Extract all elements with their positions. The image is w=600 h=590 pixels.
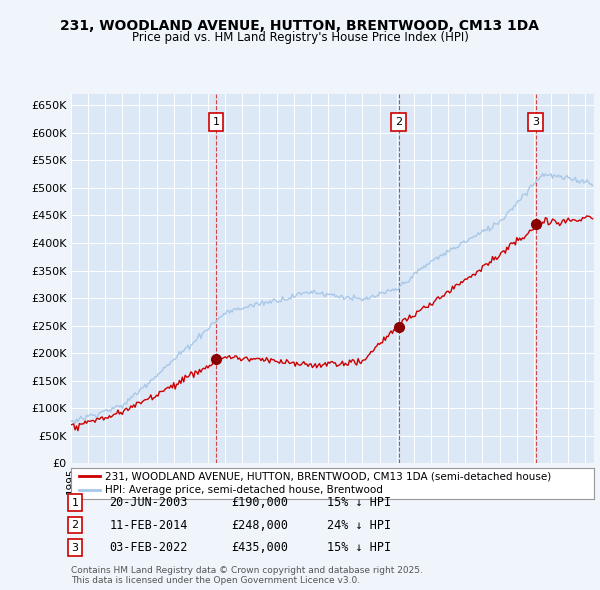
Text: £190,000: £190,000: [231, 496, 288, 509]
Text: 2: 2: [395, 117, 403, 127]
Text: £435,000: £435,000: [231, 541, 288, 554]
Text: 3: 3: [532, 117, 539, 127]
Text: Price paid vs. HM Land Registry's House Price Index (HPI): Price paid vs. HM Land Registry's House …: [131, 31, 469, 44]
Text: 231, WOODLAND AVENUE, HUTTON, BRENTWOOD, CM13 1DA (semi-detached house): 231, WOODLAND AVENUE, HUTTON, BRENTWOOD,…: [105, 471, 551, 481]
Text: 03-FEB-2022: 03-FEB-2022: [109, 541, 188, 554]
Text: 20-JUN-2003: 20-JUN-2003: [109, 496, 188, 509]
Text: £248,000: £248,000: [231, 519, 288, 532]
Text: 231, WOODLAND AVENUE, HUTTON, BRENTWOOD, CM13 1DA: 231, WOODLAND AVENUE, HUTTON, BRENTWOOD,…: [61, 19, 539, 33]
Text: 15% ↓ HPI: 15% ↓ HPI: [327, 541, 391, 554]
Text: 1: 1: [212, 117, 220, 127]
Text: 1: 1: [71, 498, 79, 507]
Text: HPI: Average price, semi-detached house, Brentwood: HPI: Average price, semi-detached house,…: [105, 485, 383, 495]
Text: 15% ↓ HPI: 15% ↓ HPI: [327, 496, 391, 509]
Text: 11-FEB-2014: 11-FEB-2014: [109, 519, 188, 532]
Text: 2: 2: [71, 520, 79, 530]
Text: 24% ↓ HPI: 24% ↓ HPI: [327, 519, 391, 532]
Text: Contains HM Land Registry data © Crown copyright and database right 2025.
This d: Contains HM Land Registry data © Crown c…: [71, 566, 422, 585]
Text: 3: 3: [71, 543, 79, 552]
